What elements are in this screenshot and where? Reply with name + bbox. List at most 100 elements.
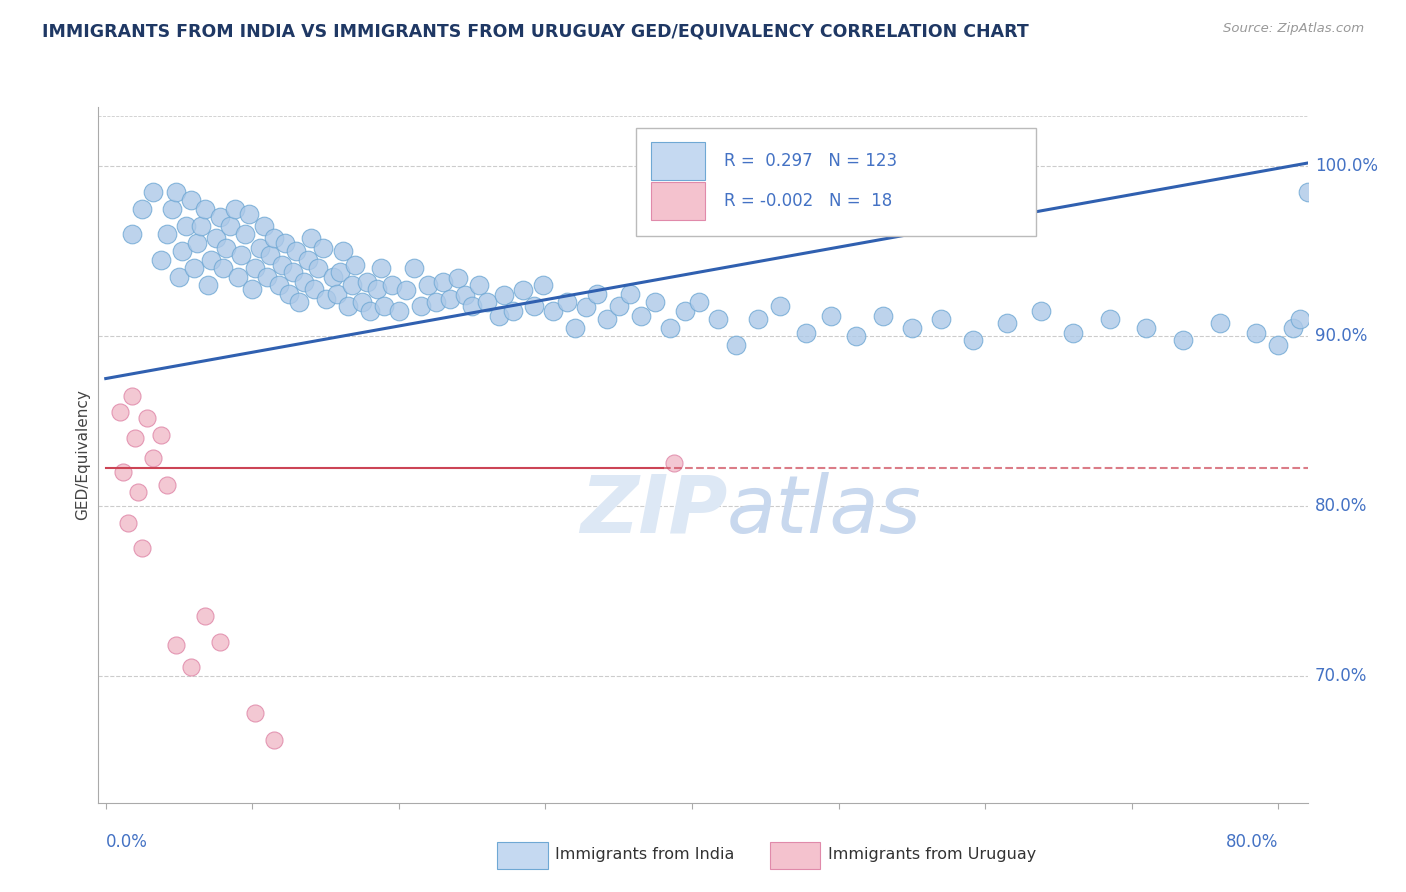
Point	[209, 211, 232, 225]
Point	[142, 451, 165, 466]
Point	[150, 427, 173, 442]
Point	[226, 269, 249, 284]
Point	[131, 202, 153, 216]
Point	[659, 320, 682, 334]
Point	[575, 300, 598, 314]
Point	[409, 299, 432, 313]
Point	[673, 303, 696, 318]
Point	[343, 258, 366, 272]
Point	[359, 303, 381, 318]
Point	[468, 278, 491, 293]
Point	[541, 303, 564, 318]
Point	[1289, 312, 1312, 326]
Point	[150, 252, 173, 267]
Point	[995, 316, 1018, 330]
Point	[820, 309, 842, 323]
FancyBboxPatch shape	[651, 182, 706, 220]
Text: ZIP: ZIP	[579, 472, 727, 549]
Point	[156, 478, 179, 492]
Point	[494, 288, 516, 302]
Point	[315, 292, 337, 306]
Point	[121, 227, 143, 242]
Point	[273, 235, 295, 250]
Point	[488, 309, 510, 323]
Point	[585, 286, 607, 301]
Point	[124, 431, 146, 445]
Point	[112, 465, 135, 479]
Point	[253, 219, 276, 233]
Point	[380, 278, 402, 293]
Point	[229, 248, 252, 262]
Point	[259, 248, 281, 262]
Text: 70.0%: 70.0%	[1315, 666, 1367, 684]
Point	[439, 292, 461, 306]
Point	[288, 295, 311, 310]
Point	[283, 265, 305, 279]
Point	[794, 326, 817, 340]
Point	[356, 275, 378, 289]
Point	[240, 282, 263, 296]
Point	[454, 288, 477, 302]
Point	[233, 227, 256, 242]
Point	[285, 244, 308, 259]
Point	[596, 312, 619, 326]
Point	[352, 295, 374, 310]
Point	[373, 299, 395, 313]
Point	[190, 219, 212, 233]
Point	[432, 275, 454, 289]
Point	[212, 261, 235, 276]
FancyBboxPatch shape	[498, 842, 548, 869]
Text: 90.0%: 90.0%	[1315, 327, 1367, 345]
Point	[332, 244, 354, 259]
Point	[1296, 185, 1319, 199]
Point	[224, 202, 246, 216]
Point	[607, 299, 630, 313]
Point	[1208, 316, 1230, 330]
Point	[270, 258, 292, 272]
Point	[297, 252, 319, 267]
Point	[845, 329, 868, 343]
Point	[219, 219, 242, 233]
Text: Source: ZipAtlas.com: Source: ZipAtlas.com	[1223, 22, 1364, 36]
Point	[446, 271, 468, 285]
Text: Immigrants from India: Immigrants from India	[555, 847, 735, 863]
Point	[176, 219, 198, 233]
Point	[644, 295, 666, 310]
Point	[302, 282, 325, 296]
Point	[531, 278, 554, 293]
Point	[418, 278, 440, 293]
Point	[156, 227, 179, 242]
Text: 100.0%: 100.0%	[1315, 157, 1378, 176]
Point	[117, 516, 139, 530]
Point	[311, 241, 333, 255]
Point	[747, 312, 769, 326]
Point	[461, 299, 484, 313]
Text: 80.0%: 80.0%	[1315, 497, 1367, 515]
Point	[121, 388, 143, 402]
FancyBboxPatch shape	[769, 842, 820, 869]
Point	[664, 457, 686, 471]
Point	[329, 265, 352, 279]
Point	[769, 299, 792, 313]
Point	[564, 320, 586, 334]
Point	[209, 634, 232, 648]
Point	[165, 638, 187, 652]
Point	[707, 312, 730, 326]
Point	[1135, 320, 1157, 334]
Point	[1246, 326, 1268, 340]
Point	[215, 241, 238, 255]
Point	[872, 309, 894, 323]
Point	[929, 312, 952, 326]
Point	[340, 278, 363, 293]
Point	[1062, 326, 1084, 340]
Point	[194, 202, 217, 216]
Point	[366, 282, 388, 296]
Point	[165, 185, 187, 199]
Point	[142, 185, 165, 199]
Point	[322, 269, 344, 284]
Point	[1171, 333, 1194, 347]
Point	[370, 261, 392, 276]
Point	[245, 706, 267, 720]
Point	[292, 275, 315, 289]
Point	[1267, 337, 1289, 351]
